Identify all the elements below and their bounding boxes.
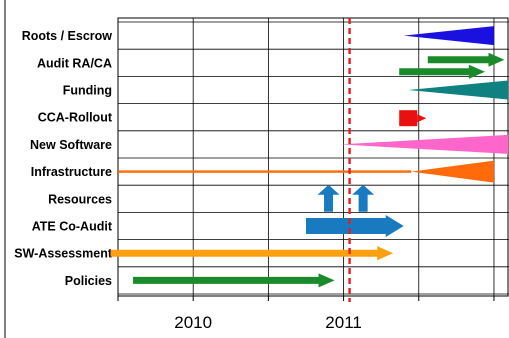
x-tick-label: 2011 [325,313,362,332]
timeline-up-arrow [352,184,375,212]
timeline-wedge [403,26,494,46]
row-label: CCA-Rollout [38,111,113,125]
row-label: ATE Co-Audit [32,220,113,234]
timeline-wedge [408,80,508,100]
timeline-wedge [411,160,494,183]
timeline-arrow-head [417,114,427,123]
x-tick-label: 2010 [174,313,212,332]
timeline-arrow [110,246,394,261]
row-label: SW-Assessment [14,247,113,261]
timeline-wedge [340,134,508,154]
row-label: Funding [63,84,112,98]
row-label: New Software [30,138,112,152]
timeline-arrow [427,52,505,67]
timeline-line [118,170,412,173]
row-label: Audit RA/CA [37,56,112,70]
timeline-arrow [133,273,335,288]
x-axis-ticks: 2010 2011 [174,313,362,332]
timeline-arrow [305,215,404,237]
timeline-up-arrow [317,184,340,212]
timeline-arrow [399,110,418,127]
row-label: Policies [65,274,112,288]
timeline-marks [110,18,508,302]
timeline-arrow [399,64,485,79]
row-label: Resources [48,192,112,206]
row-label: Roots / Escrow [22,29,113,43]
row-labels: Roots / Escrow Audit RA/CA Funding CCA-Roll… [14,29,113,288]
row-label: Infrastructure [31,165,112,179]
